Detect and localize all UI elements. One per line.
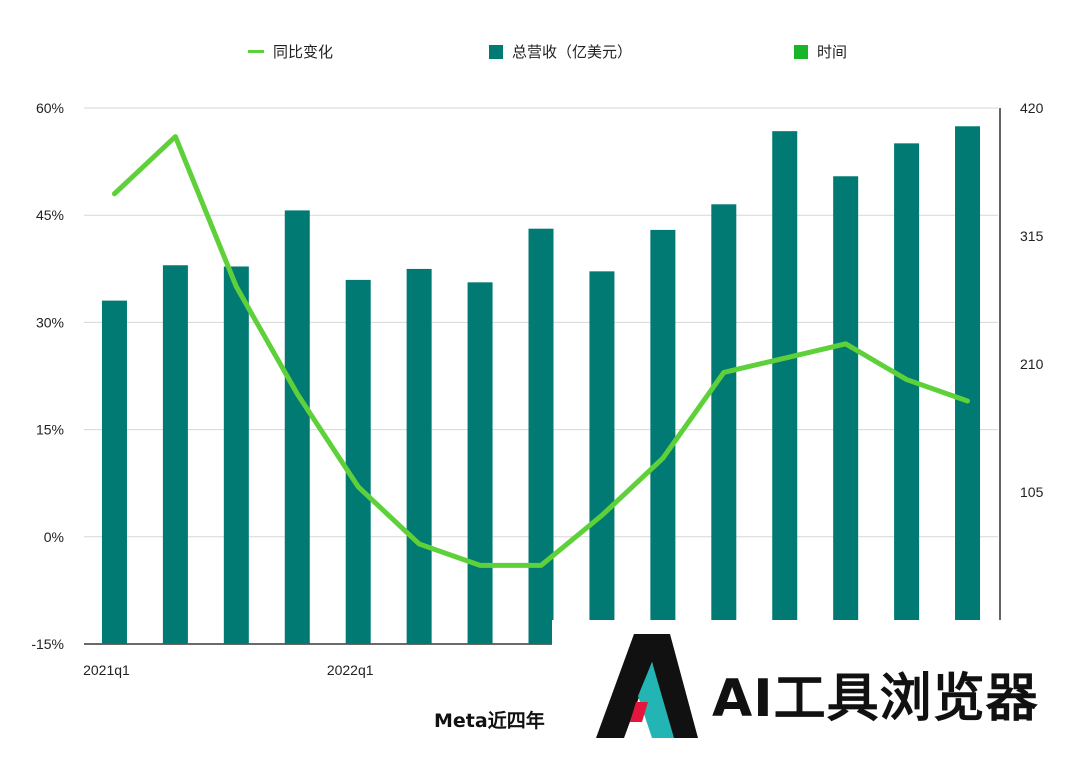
bar-2023q1 <box>589 271 615 644</box>
legend-item-time[interactable]: 时间 <box>794 41 847 62</box>
watermark-text: AI工具浏览器 <box>712 669 1039 729</box>
ai-tools-logo-icon <box>596 634 698 738</box>
bar-2022q4 <box>528 228 554 644</box>
bar-2024q1 <box>833 176 859 644</box>
y-right-tick-label: 105 <box>1020 484 1044 500</box>
bar-2022q2 <box>406 268 432 644</box>
watermark: AI工具浏览器 <box>552 620 1080 757</box>
legend-swatch-box <box>794 44 808 59</box>
legend-item-yoy[interactable]: 同比变化 <box>248 41 333 62</box>
legend-swatch-bar <box>489 44 503 59</box>
bar-2021q3 <box>223 266 249 644</box>
chart-title: Meta近四年 <box>434 710 545 732</box>
bar-2024q2 <box>894 143 920 644</box>
bar-2022q1 <box>345 279 371 644</box>
legend-label: 时间 <box>817 43 848 61</box>
yoy-line <box>111 134 971 568</box>
y-left-tick-label: 0% <box>44 529 64 545</box>
revenue-bars <box>101 126 981 645</box>
y-right-tick-label: 315 <box>1020 228 1044 244</box>
bar-2023q4 <box>772 131 798 644</box>
bar-2023q2 <box>650 229 676 644</box>
legend-label: 同比变化 <box>273 43 334 61</box>
bar-2021q1 <box>101 300 127 644</box>
y-left-tick-label: 30% <box>36 314 64 330</box>
legend-item-revenue[interactable]: 总营收（亿美元） <box>489 41 632 62</box>
yoy-series-line <box>111 134 971 568</box>
y-left-tick-label: 45% <box>36 207 64 223</box>
y-right-tick-label: 210 <box>1020 356 1044 372</box>
bar-2022q3 <box>467 282 493 644</box>
legend-label: 总营收（亿美元） <box>512 43 633 61</box>
y-left-tick-label: -15% <box>31 636 64 652</box>
x-tick-label: 2021q1 <box>83 662 130 678</box>
y-right-tick-label: 420 <box>1020 100 1044 116</box>
bar-2023q3 <box>711 204 737 645</box>
axes: 60% 45% 30% 15% 0% -15% 420 315 210 105 2021q1 2022… <box>31 100 1043 678</box>
bar-2024q3 <box>955 126 981 645</box>
legend-swatch-line <box>248 50 264 53</box>
y-left-tick-label: 60% <box>36 100 64 116</box>
bar-2021q4 <box>284 210 310 644</box>
legend: 同比变化 总营收（亿美元） 时间 <box>0 41 1080 63</box>
bar-2021q2 <box>162 265 188 644</box>
y-left-tick-label: 15% <box>36 422 64 438</box>
x-tick-label: 2022q1 <box>327 662 374 678</box>
